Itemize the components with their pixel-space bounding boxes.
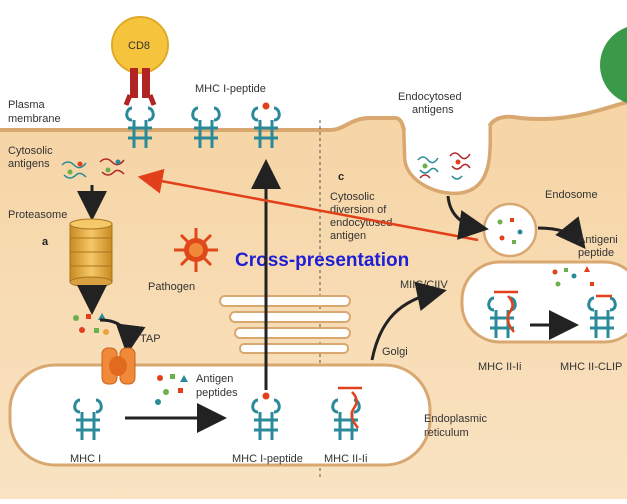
mhc-receptor-cd8 <box>125 106 155 148</box>
panel-a-label: a <box>42 236 49 248</box>
arrow-vesicle-to-miic <box>537 216 586 250</box>
arrow-pocket-to-vesicle <box>446 195 489 240</box>
cytosolic-diversion-label-2: diversion of <box>330 204 387 216</box>
pathogen-icon <box>174 228 218 272</box>
er-label-1: Endoplasmic <box>424 413 487 425</box>
proteasome-label: Proteasome <box>8 209 67 221</box>
er-peptides <box>155 374 188 405</box>
cytosolic-antigens-label-1: Cytosolic <box>8 145 53 157</box>
tap-transporter <box>101 347 136 385</box>
mhc1-peptide-er-receptor <box>251 398 281 440</box>
endocytosed-antigen-cluster <box>417 152 471 180</box>
arrow-to-tap <box>99 318 146 355</box>
peptide-dot-er <box>262 392 270 400</box>
antigenic-peptides-label-1: Antigeni <box>578 234 618 246</box>
miic-ciiv-label: MIIC/CIIV <box>400 279 448 291</box>
mhc-receptor-2 <box>251 106 281 148</box>
diversion-arrow <box>137 168 479 242</box>
tap-label: TAP <box>140 333 161 345</box>
cross-presentation-label: Cross-presentation <box>235 250 409 271</box>
endocytosed-antigens-label-2: antigens <box>412 104 454 116</box>
mhc-receptor-1 <box>191 106 221 148</box>
antigenic-peptides-label-2: peptide <box>578 247 614 259</box>
mhc1-er-receptor <box>73 398 103 440</box>
er-label-2: reticulum <box>424 427 469 439</box>
mhc1-peptide-bottom-label: MHC I-peptide <box>232 453 303 465</box>
miic-compartment <box>460 260 627 344</box>
plasma-membrane-label-2: membrane <box>8 113 61 125</box>
plasma-membrane-label-1: Plasma <box>8 99 46 111</box>
mhc1-peptide-top-label: MHC I-peptide <box>195 83 266 95</box>
mhc1-label: MHC I <box>70 453 101 465</box>
proteasome <box>69 218 113 288</box>
peptide-dot <box>262 102 270 110</box>
cytosolic-diversion-label-1: Cytosolic <box>330 191 375 203</box>
mhc2-clip-label: MHC II-CLIP <box>560 361 622 373</box>
cd8-t-cell <box>111 16 169 106</box>
mhc2-ii-label: MHC II-Ii <box>478 361 521 373</box>
mhc2-clip-receptor <box>587 296 617 338</box>
cd4-t-cell <box>600 27 627 103</box>
golgi-stack <box>219 295 351 354</box>
cytosolic-diversion-label-4: antigen <box>330 230 366 242</box>
pathogen-label: Pathogen <box>148 281 195 293</box>
vesicle-contents <box>497 218 523 244</box>
cd8-label: CD8 <box>128 40 150 52</box>
mhc2-ii-bottom-label: MHC II-Ii <box>324 453 367 465</box>
endosome-vesicle <box>482 202 538 258</box>
antigen-peptides-label-1: Antigen <box>196 373 233 385</box>
peptide-fragments <box>73 313 109 335</box>
miic-peptides <box>552 266 594 287</box>
invariant-chain-er <box>338 386 362 429</box>
panel-c-label: c <box>338 171 344 183</box>
endocytic-pocket <box>402 125 492 195</box>
arrow-golgi-to-miic <box>370 281 447 361</box>
cytosolic-antigen-cluster <box>61 158 125 179</box>
invariant-chain-miic <box>494 290 518 333</box>
antigen-peptides-label-2: peptides <box>196 387 238 399</box>
endocytosed-antigens-label-1: Endocytosed <box>398 91 462 103</box>
golgi-label: Golgi <box>382 346 408 358</box>
cytosolic-antigens-label-2: antigens <box>8 158 50 170</box>
endosome-label: Endosome <box>545 189 598 201</box>
